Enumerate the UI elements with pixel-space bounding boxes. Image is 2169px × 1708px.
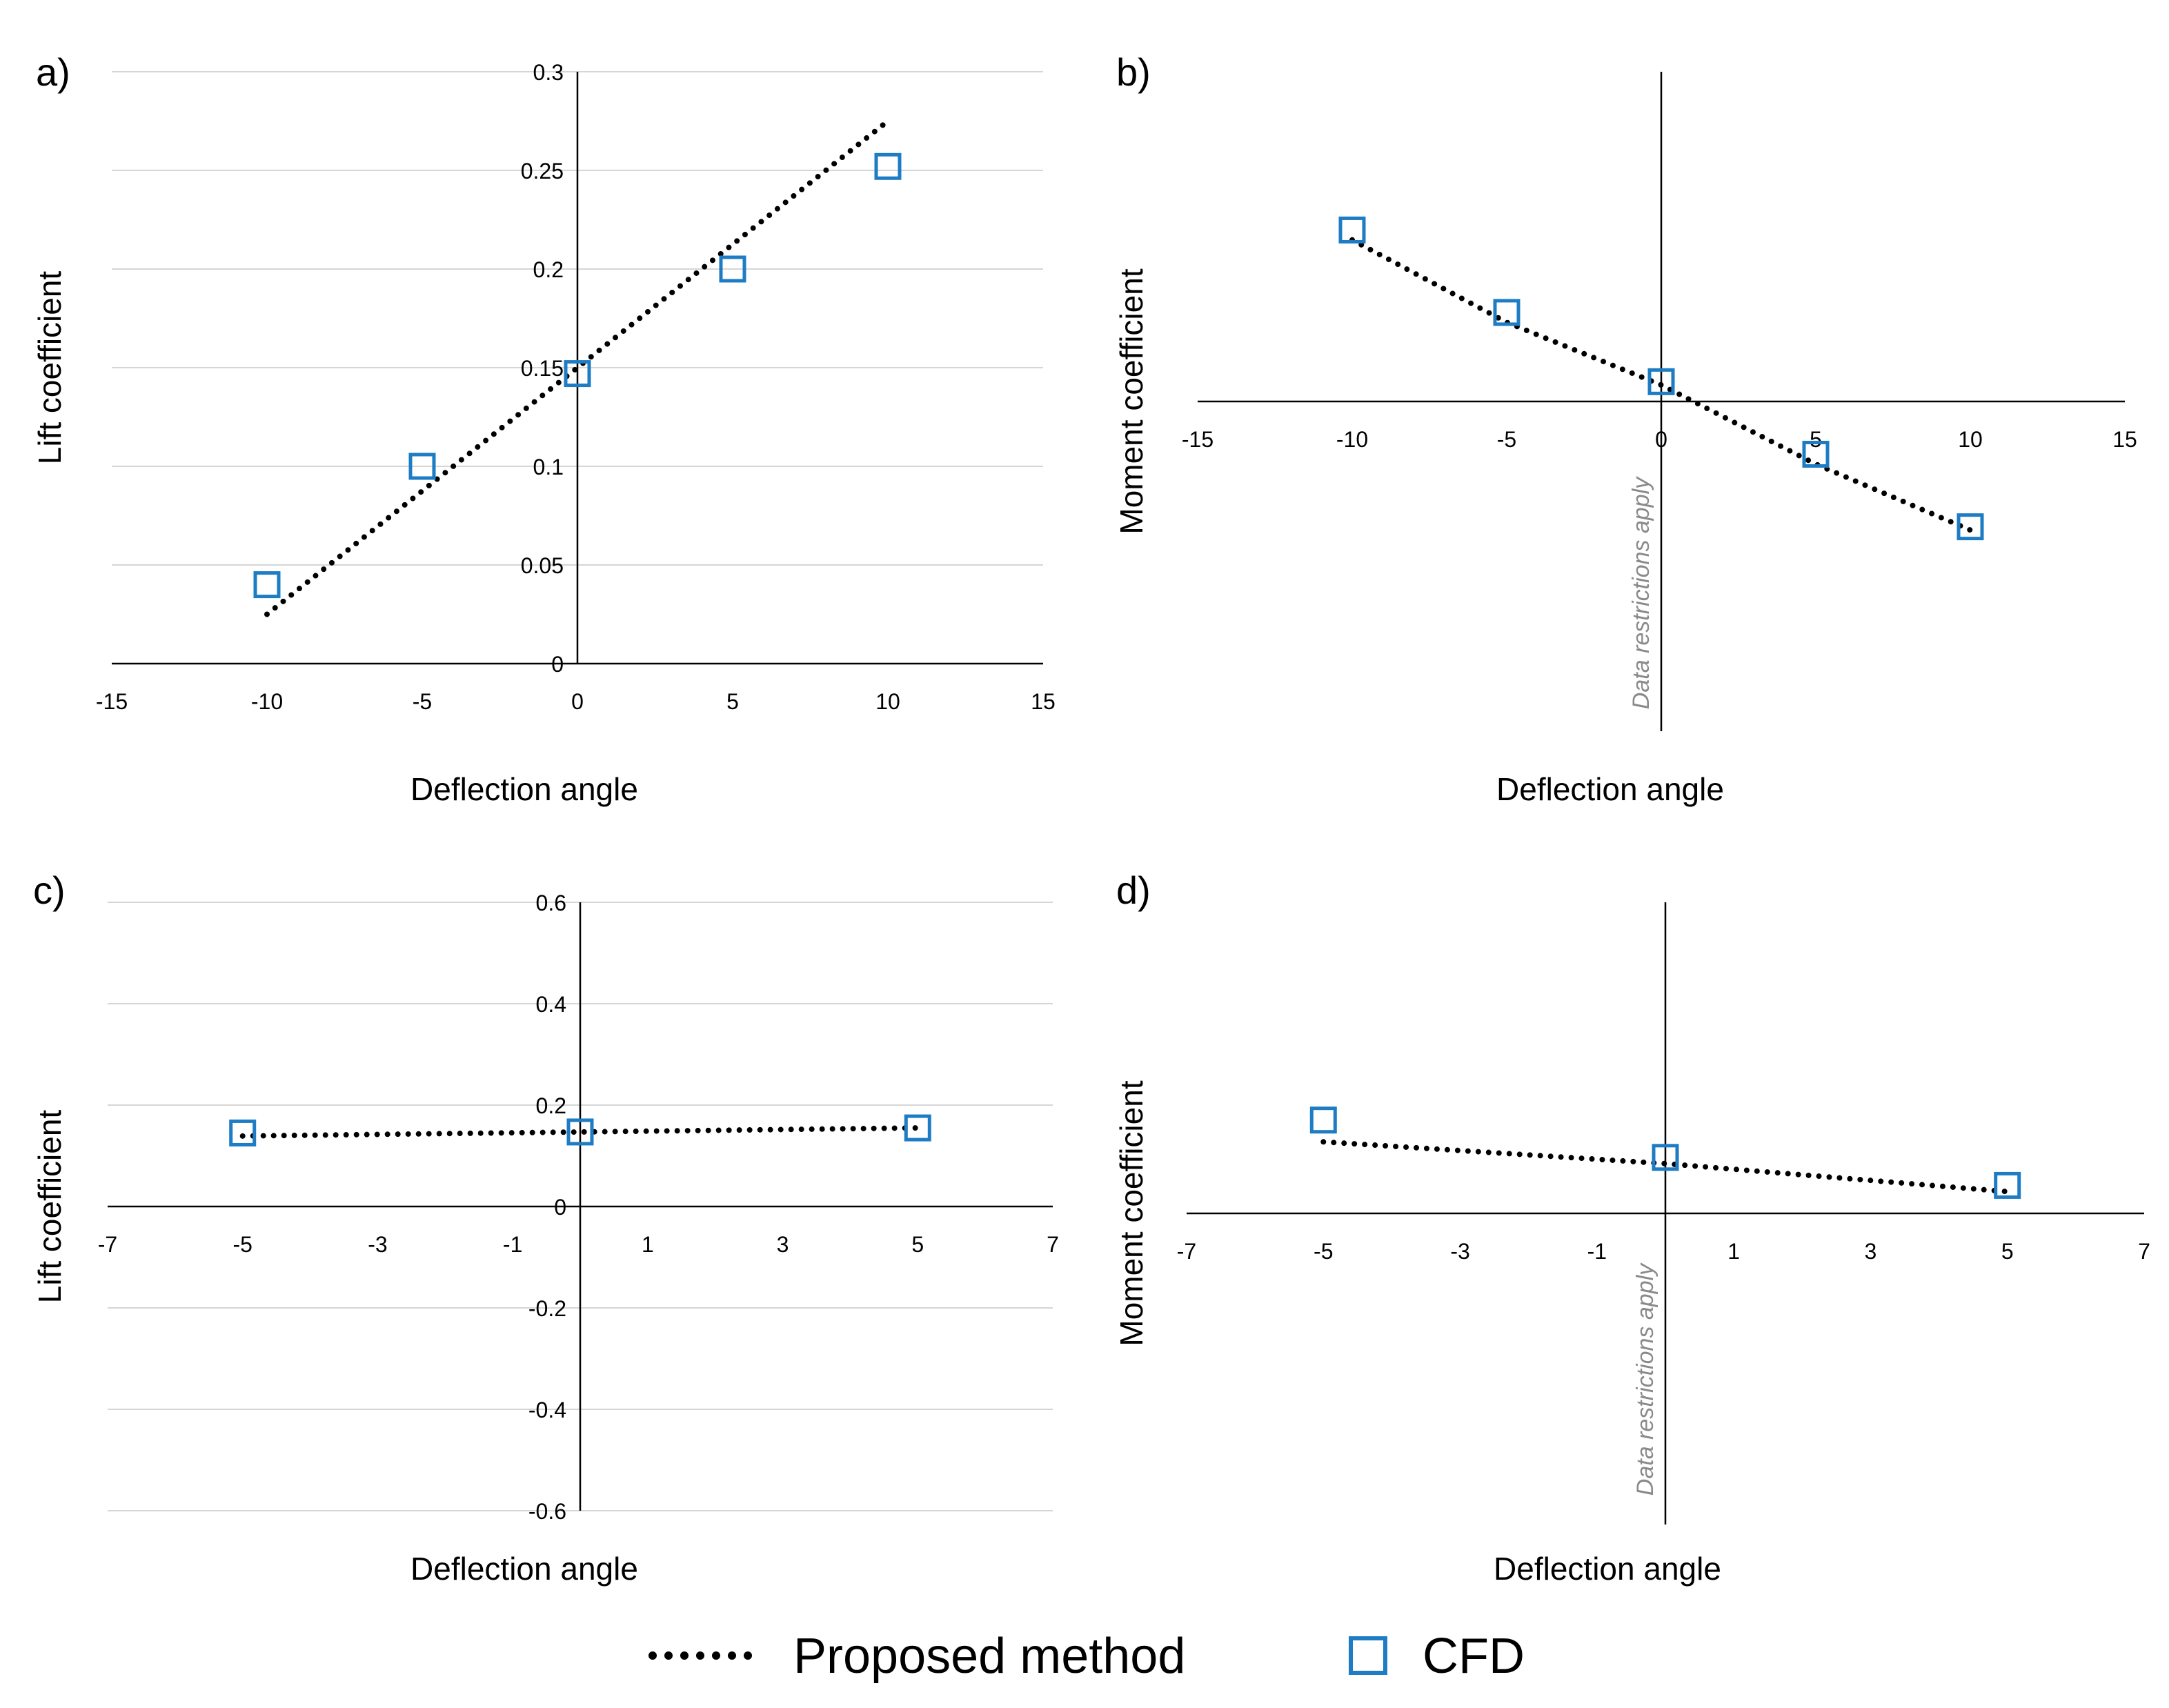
x-tick-label-a-3: 0	[571, 689, 584, 714]
watermark-b: Data restrictions apply	[1628, 476, 1654, 709]
y-tick-label-a-6: 0.3	[533, 60, 564, 85]
x-tick-label-a-5: 10	[875, 689, 900, 714]
watermark-d: Data restrictions apply	[1632, 1262, 1658, 1496]
point-cfd-a-0	[253, 571, 281, 599]
panel-label-d: d)	[1116, 868, 1151, 912]
legend-label-proposed-method: Proposed method	[793, 1629, 1185, 1684]
x-tick-label-d-4: 1	[1727, 1239, 1740, 1264]
y-tick-label-a-5: 0.25	[521, 159, 564, 183]
x-tick-label-a-2: -5	[413, 689, 432, 714]
x-tick-label-d-3: -1	[1587, 1239, 1607, 1264]
x-tick-label-b-0: -15	[1182, 427, 1214, 452]
series-line-proposed-method-a	[264, 118, 891, 617]
y-tick-label-a-3: 0.15	[521, 356, 564, 381]
point-cfd-a-2	[564, 360, 591, 388]
x-tick-label-c-5: 3	[777, 1232, 789, 1257]
x-tick-label-a-1: -10	[251, 689, 283, 714]
x-tick-label-b-4: 5	[1810, 427, 1822, 452]
panel-label-b: b)	[1116, 50, 1151, 94]
legend-marker-cfd	[1349, 1636, 1387, 1675]
point-cfd-c-2	[904, 1114, 931, 1142]
point-cfd-a-4	[874, 152, 902, 180]
x-tick-label-b-3: 0	[1655, 427, 1667, 452]
point-cfd-a-1	[408, 453, 436, 480]
point-cfd-c-0	[229, 1119, 257, 1146]
point-cfd-d-0	[1309, 1106, 1337, 1134]
chart-panel-b: b) -15 -10 -5 0 5 10 15 Deflection angle Moment c…	[1113, 50, 2137, 807]
y-tick-label-c-1: -0.4	[528, 1398, 566, 1422]
x-tick-label-a-0: -15	[96, 689, 128, 714]
x-tick-label-c-6: 5	[911, 1232, 924, 1257]
point-cfd-b-2	[1647, 368, 1675, 395]
point-cfd-b-3	[1802, 440, 1830, 468]
y-tick-label-c-5: 0.4	[536, 992, 566, 1017]
series-line-proposed-method-d	[1320, 1139, 2010, 1195]
x-tick-label-c-1: -5	[232, 1232, 252, 1257]
x-tick-label-d-7: 7	[2138, 1239, 2150, 1264]
y-axis-title-b: Moment coefficient	[1113, 268, 1149, 534]
panel-label-c: c)	[33, 868, 66, 912]
point-cfd-b-4	[1957, 513, 1984, 541]
y-tick-label-a-0: 0	[551, 652, 564, 677]
x-axis-title-b: Deflection angle	[1496, 771, 1724, 807]
x-tick-label-c-4: 1	[642, 1232, 654, 1257]
point-cfd-d-2	[1994, 1171, 2021, 1199]
x-tick-label-c-3: -1	[503, 1232, 522, 1257]
x-tick-label-c-7: 7	[1047, 1232, 1059, 1257]
chart-panels: a)-15 -10 -5 0 5 10 1500.050.10.150.20.250.3De…	[32, 50, 2150, 1587]
legend-label-cfd: CFD	[1423, 1629, 1525, 1684]
y-axis-title-c: Lift coefficient	[32, 1110, 68, 1304]
chart-panel-a: a) -15 -10 -5 0 5 10 15 0 0.05 0.1 0.15 0.2 0.25 0.3 De…	[32, 50, 1056, 807]
x-tick-label-d-5: 3	[1865, 1239, 1877, 1264]
point-cfd-c-1	[566, 1118, 594, 1146]
x-tick-label-b-5: 10	[1958, 427, 1983, 452]
y-tick-label-c-6: 0.6	[536, 891, 566, 915]
x-axis-title-c: Deflection angle	[410, 1551, 638, 1587]
x-tick-label-a-4: 5	[726, 689, 739, 714]
y-tick-label-a-1: 0.05	[521, 553, 564, 578]
y-tick-label-a-2: 0.1	[533, 455, 564, 479]
x-axis-title-d: Deflection angle	[1494, 1551, 1721, 1587]
x-tick-label-d-1: -5	[1314, 1239, 1333, 1264]
x-tick-label-b-6: 15	[2112, 427, 2137, 452]
y-tick-label-c-2: -0.2	[528, 1296, 566, 1321]
x-tick-label-c-0: -7	[98, 1232, 117, 1257]
x-tick-label-b-1: -10	[1336, 427, 1368, 452]
x-axis-title-a: Deflection angle	[410, 771, 638, 807]
y-axis-title-a: Lift coefficient	[32, 271, 68, 465]
y-tick-label-c-3: 0	[554, 1195, 566, 1220]
x-tick-label-b-2: -5	[1497, 427, 1516, 452]
point-cfd-d-1	[1652, 1144, 1679, 1171]
x-tick-label-d-2: -3	[1450, 1239, 1469, 1264]
x-tick-label-a-6: 15	[1031, 689, 1056, 714]
point-cfd-b-1	[1493, 299, 1521, 326]
y-tick-label-c-0: -0.6	[528, 1499, 566, 1524]
y-axis-title-d: Moment coefficient	[1113, 1080, 1149, 1346]
x-tick-label-d-0: -7	[1177, 1239, 1196, 1264]
series-line-proposed-method-c	[239, 1125, 921, 1139]
x-tick-label-d-6: 5	[2001, 1239, 2014, 1264]
y-tick-label-a-4: 0.2	[533, 257, 564, 282]
chart-panel-c: c) -7 -5 -3 -1 1 3 5 7 -0.6 -0.4 -0.2 0 0.2 0.4 0.6 Defl…	[32, 868, 1059, 1587]
point-cfd-b-0	[1338, 216, 1366, 244]
x-tick-label-c-2: -3	[368, 1232, 387, 1257]
series-line-proposed-method-b	[1349, 237, 1973, 533]
chart-panel-d: d) -7 -5 -3 -1 1 3 5 7 Deflection angle Moment coe…	[1113, 868, 2150, 1587]
point-cfd-a-3	[719, 255, 746, 283]
y-tick-label-c-4: 0.2	[536, 1093, 566, 1118]
panel-label-a: a)	[36, 50, 70, 94]
legend: Proposed method CFD	[648, 1629, 1525, 1684]
